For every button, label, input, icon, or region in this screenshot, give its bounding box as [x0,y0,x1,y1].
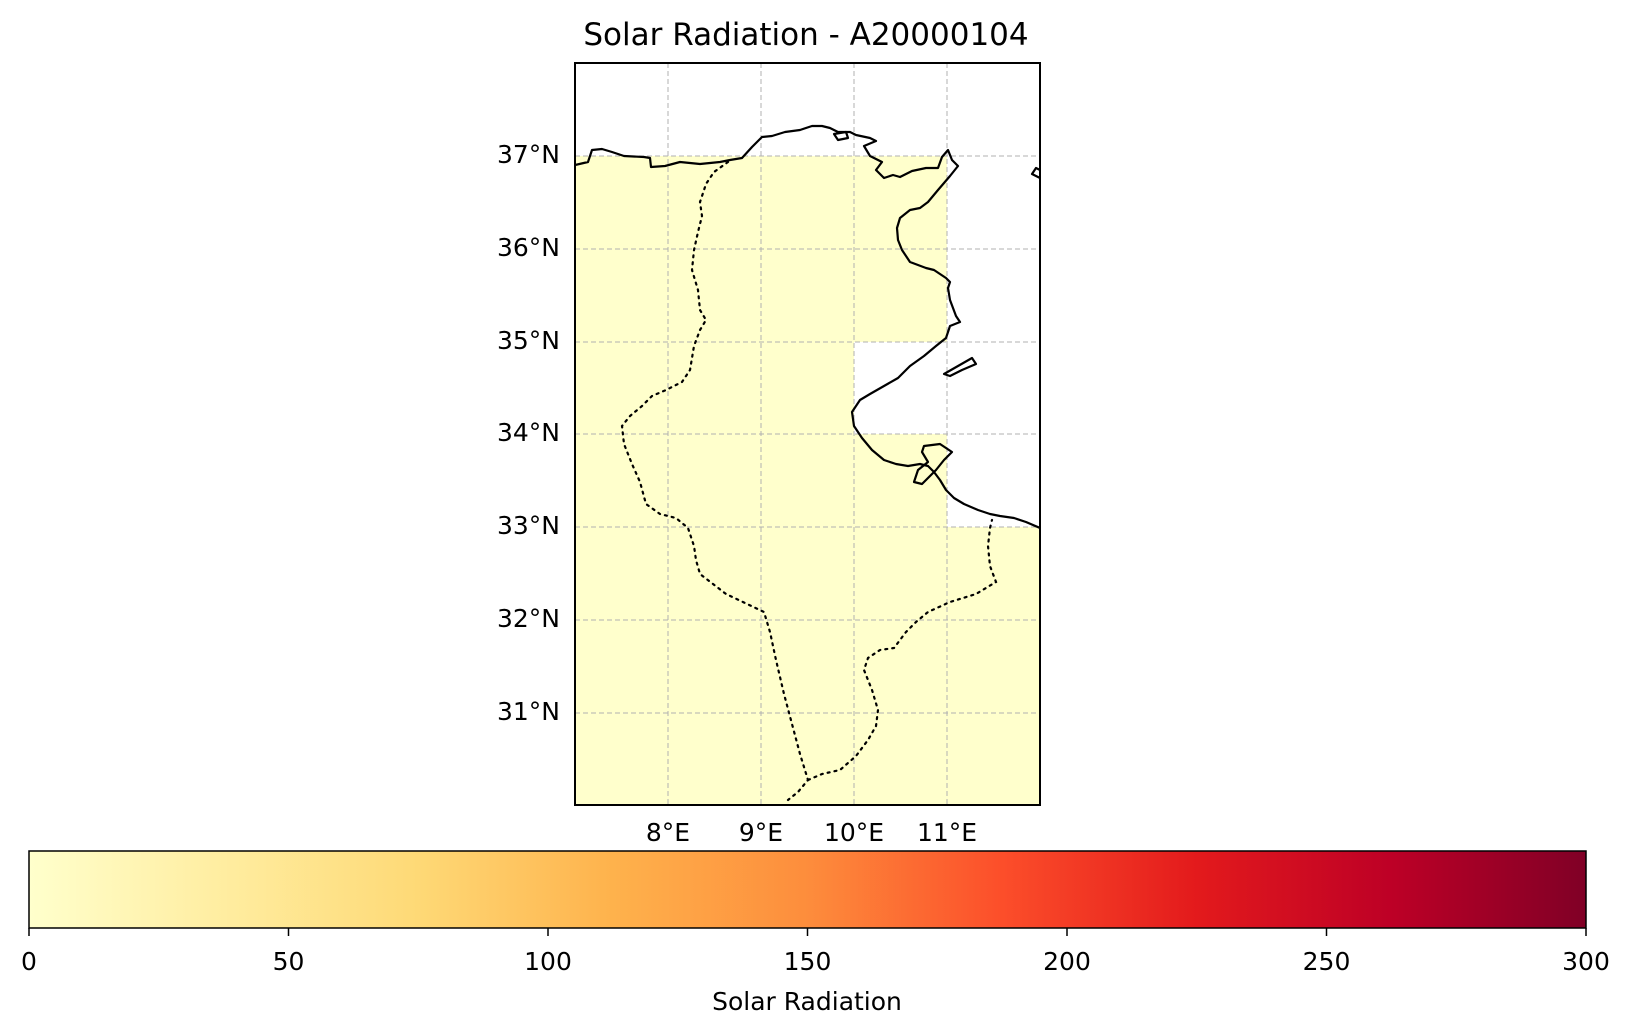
lon-label-11: 11°E [917,818,977,847]
map-title: Solar Radiation - A20000104 [583,17,1028,53]
lon-tick-labels: 8°E 9°E 10°E 11°E [646,818,977,847]
lat-label-32: 32°N [497,604,560,633]
borders [620,160,998,802]
coastline-north [575,124,1040,530]
coastlines [575,124,1040,530]
coastline-islet-north [832,130,850,142]
colorbar-tick-label-300: 300 [1562,947,1610,976]
lat-tick-labels: 37°N 36°N 35°N 34°N 33°N 32°N 31°N [497,140,560,726]
coastline-east-edge [1030,166,1040,179]
colorbar-bar [28,850,1587,929]
radiation-cells [575,156,1040,805]
border-libya-tunisia [806,518,998,782]
radiation-field [575,156,1040,805]
gridlines [575,63,1040,805]
colorbar: 0 50 100 150 200 250 300 Solar Radiation [21,850,1610,1016]
colorbar-tick-label-250: 250 [1303,947,1351,976]
colorbar-tick-label-100: 100 [524,947,572,976]
lon-label-9: 9°E [739,818,783,847]
colorbar-label: Solar Radiation [712,987,902,1016]
lat-label-36: 36°N [497,233,560,262]
colorbar-tick-label-0: 0 [21,947,37,976]
colorbar-ticks [28,928,1587,936]
lat-label-34: 34°N [497,418,560,447]
colorbar-tick-label-50: 50 [273,947,305,976]
lon-label-10: 10°E [824,818,884,847]
island-kerkennah [942,356,978,378]
lat-label-37: 37°N [497,140,560,169]
map-frame [574,62,1041,806]
colorbar-tick-label-200: 200 [1043,947,1091,976]
map-panel [575,63,1040,805]
border-algeria-tunisia [620,160,810,802]
lon-label-8: 8°E [646,818,690,847]
colorbar-tick-label-150: 150 [784,947,832,976]
lat-label-35: 35°N [497,326,560,355]
lat-label-31: 31°N [497,697,560,726]
lat-label-33: 33°N [497,511,560,540]
colorbar-tick-labels: 0 50 100 150 200 250 300 [21,947,1610,976]
island-djerba [912,442,954,486]
